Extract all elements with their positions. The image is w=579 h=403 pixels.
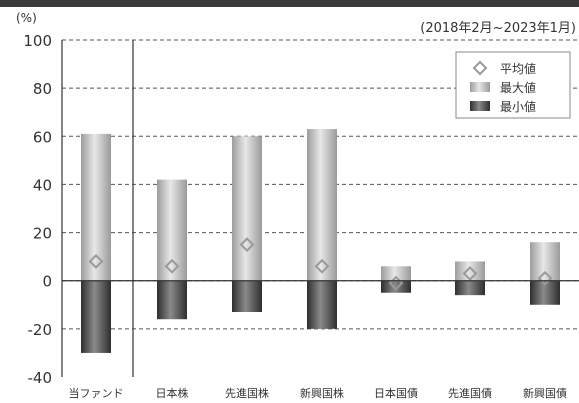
legend-item: 平均値 — [472, 60, 536, 76]
y-tick-label: -20 — [28, 321, 53, 339]
legend-swatch-icon — [470, 82, 490, 92]
x-tick-label: 先進国債 — [448, 386, 492, 400]
header-bar — [0, 0, 579, 7]
x-tick-label: 先進国株 — [225, 386, 269, 400]
bar-max — [232, 136, 262, 281]
mean-marker — [88, 254, 104, 269]
mean-marker — [537, 270, 553, 286]
bar-max — [381, 266, 411, 281]
mean-marker — [164, 258, 180, 274]
y-tick-label: 60 — [33, 128, 52, 146]
bar-max — [455, 261, 485, 281]
mean-marker — [462, 266, 478, 281]
x-tick-label: 日本国債 — [374, 386, 418, 400]
bar-min — [307, 280, 337, 329]
bar-max — [81, 133, 111, 281]
y-tick-label: 80 — [33, 80, 52, 98]
y-tick-label: 100 — [23, 32, 52, 50]
bar-min — [455, 280, 485, 296]
y-unit-label: (%) — [16, 11, 37, 25]
mean-marker — [239, 237, 255, 253]
legend-swatch-icon — [470, 101, 490, 111]
x-tick-label: 当ファンド — [69, 386, 124, 400]
legend-label: 最大値 — [500, 80, 536, 95]
x-axis-labels: 当ファンド 日本株 先進国株 新興国株 日本国債 先進国債 新興国債 — [69, 386, 568, 400]
x-tick-label: 新興国債 — [523, 386, 567, 400]
x-tick-label: 新興国株 — [300, 386, 344, 400]
bar-min — [381, 280, 411, 293]
period-label: (2018年2月~2023年1月) — [420, 21, 576, 36]
bar-max — [307, 129, 337, 281]
bar-min — [232, 280, 262, 313]
legend-item: 最大値 — [470, 80, 536, 95]
bar-min — [81, 280, 111, 353]
legend-diamond-icon — [472, 60, 488, 76]
legend-label: 最小値 — [500, 99, 536, 114]
axes — [61, 40, 579, 377]
bars — [81, 129, 560, 353]
y-axis-ticks: 100 80 60 40 20 0 -20 -40 — [23, 32, 52, 387]
mean-marker — [314, 258, 330, 274]
bar-max — [157, 179, 187, 281]
legend-label: 平均値 — [500, 61, 536, 76]
y-tick-label: -40 — [28, 369, 53, 387]
y-tick-label: 20 — [33, 225, 52, 243]
y-tick-label: 40 — [33, 176, 52, 194]
x-tick-label: 日本株 — [156, 386, 189, 400]
y-tick-label: 0 — [42, 273, 52, 291]
legend-item: 最小値 — [470, 99, 536, 114]
bar-min — [157, 280, 187, 320]
bar-max — [530, 242, 560, 281]
